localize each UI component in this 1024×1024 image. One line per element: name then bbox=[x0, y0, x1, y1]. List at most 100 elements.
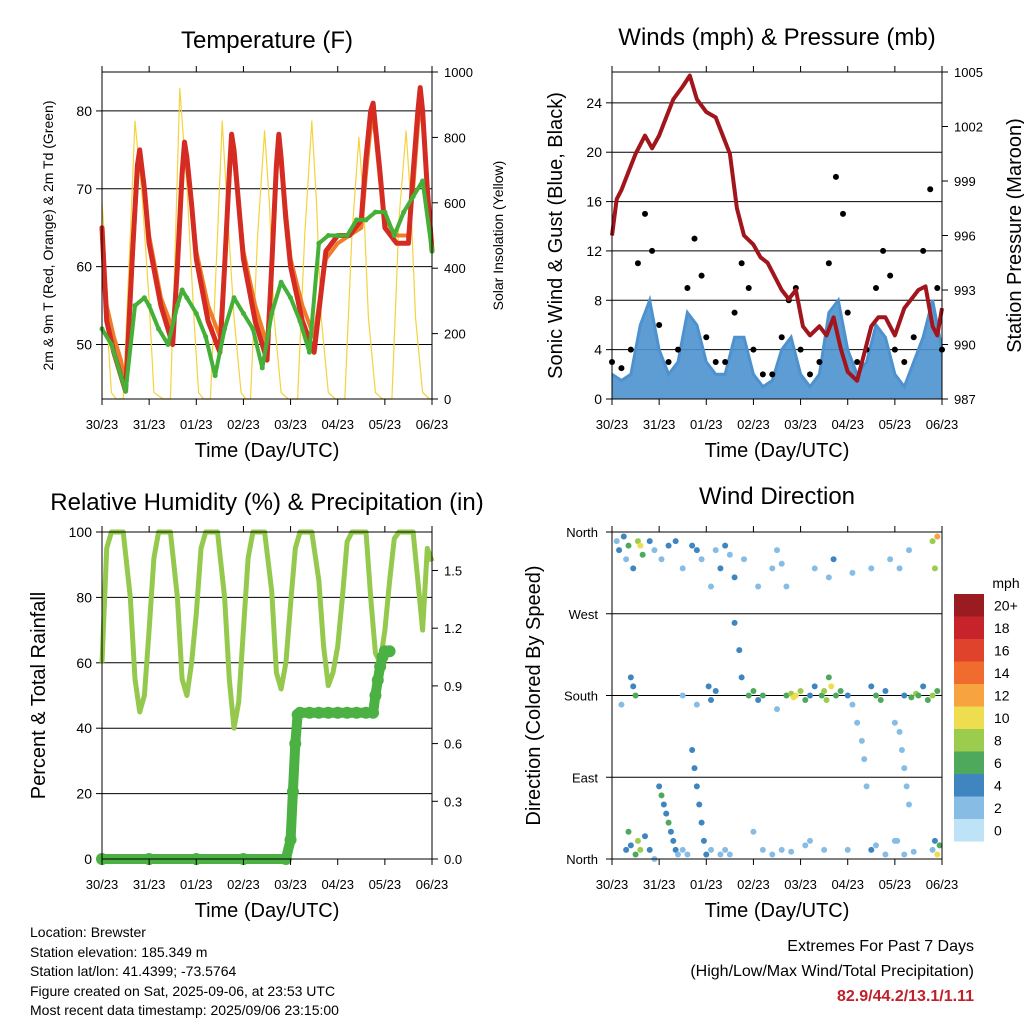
direction-point bbox=[802, 697, 809, 704]
direction-point bbox=[891, 837, 898, 844]
x-tick-label: 06/23 bbox=[416, 877, 449, 892]
direction-point bbox=[896, 728, 903, 735]
direction-point bbox=[712, 687, 719, 694]
precip-point bbox=[371, 674, 384, 687]
direction-point bbox=[637, 846, 644, 853]
direction-point bbox=[646, 538, 653, 545]
colorbar-label: 16 bbox=[994, 642, 1010, 658]
y-tick-label: 20 bbox=[586, 144, 602, 160]
direction-point bbox=[861, 756, 868, 763]
gust-point bbox=[618, 365, 625, 372]
y2-tick-label: 800 bbox=[444, 130, 466, 145]
direction-point bbox=[854, 719, 861, 726]
plot-frame bbox=[101, 531, 433, 860]
direction-point bbox=[627, 674, 634, 681]
direction-point bbox=[642, 833, 648, 840]
direction-point bbox=[920, 683, 927, 690]
precip-point bbox=[341, 706, 354, 719]
y2-tick-label: 0.3 bbox=[444, 794, 462, 809]
y2-tick-label: 1.2 bbox=[444, 621, 462, 636]
dewpoint-point bbox=[179, 287, 185, 293]
x-tick-label: 30/23 bbox=[596, 877, 629, 892]
direction-point bbox=[832, 692, 839, 699]
y-axis-label: Direction (Colored By Speed) bbox=[523, 565, 545, 825]
direction-point bbox=[901, 851, 908, 858]
gust-point bbox=[816, 358, 823, 365]
dewpoint-point bbox=[259, 365, 265, 371]
y2-tick-label: 0.6 bbox=[444, 737, 462, 752]
gust-point bbox=[691, 235, 698, 242]
direction-point bbox=[705, 683, 712, 690]
x-tick-label: 04/23 bbox=[321, 877, 354, 892]
elevation-text: Station elevation: 185.349 m bbox=[30, 943, 208, 960]
colorbar-label: 20+ bbox=[994, 597, 1018, 613]
colorbar-label: 14 bbox=[994, 665, 1010, 681]
precip-point bbox=[367, 706, 380, 719]
direction-point bbox=[637, 542, 644, 549]
y2-tick-label: 400 bbox=[444, 261, 466, 276]
direction-point bbox=[901, 692, 908, 699]
x-tick-label: 05/23 bbox=[369, 877, 402, 892]
direction-point bbox=[934, 687, 941, 694]
dewpoint-point bbox=[193, 310, 199, 316]
x-tick-label: 30/23 bbox=[86, 877, 119, 892]
gust-point bbox=[722, 358, 729, 365]
direction-point bbox=[924, 697, 931, 704]
y2-tick-label: 993 bbox=[954, 283, 976, 298]
gust-point bbox=[825, 260, 832, 267]
dewpoint-point bbox=[141, 295, 147, 301]
x-tick-label: 01/23 bbox=[180, 417, 213, 432]
created-text: Figure created on Sat, 2025-09-06, at 23… bbox=[30, 982, 336, 999]
gust-point bbox=[854, 358, 861, 365]
colorbar-swatch bbox=[954, 774, 984, 797]
direction-point bbox=[708, 697, 714, 704]
direction-point bbox=[722, 846, 729, 853]
precip-point bbox=[312, 706, 325, 719]
gust-point bbox=[844, 309, 851, 316]
direction-point bbox=[750, 828, 757, 835]
direction-point bbox=[698, 556, 705, 563]
direction-point bbox=[667, 828, 674, 835]
y-tick-label: 40 bbox=[76, 720, 92, 736]
direction-point bbox=[625, 542, 632, 549]
dewpoint-point bbox=[222, 326, 228, 332]
direction-point bbox=[825, 674, 832, 681]
gust-point bbox=[934, 284, 941, 291]
direction-point bbox=[675, 851, 681, 858]
direction-point bbox=[915, 692, 922, 699]
colorbar-swatch bbox=[954, 706, 984, 729]
x-tick-label: 03/23 bbox=[274, 417, 307, 432]
direction-point bbox=[858, 737, 865, 744]
y-tick-label: 8 bbox=[594, 292, 602, 308]
y-tick-label: North bbox=[566, 852, 598, 867]
direction-point bbox=[811, 565, 818, 572]
direction-point bbox=[672, 846, 679, 853]
direction-point bbox=[616, 547, 623, 554]
dewpoint-point bbox=[391, 233, 397, 238]
dewpoint-point bbox=[354, 217, 360, 223]
y-tick-label: 0 bbox=[594, 391, 602, 407]
direction-point bbox=[693, 783, 700, 790]
precip-point bbox=[331, 706, 344, 719]
wind-direction-chart: North East South West North Wind Direction Tim… bbox=[523, 483, 1020, 922]
direction-point bbox=[934, 533, 941, 540]
precip-point bbox=[322, 706, 335, 719]
gust-point bbox=[910, 334, 917, 341]
y-tick-label: 70 bbox=[76, 181, 92, 197]
direction-point bbox=[807, 692, 813, 699]
dewpoint-point bbox=[184, 295, 190, 301]
gust-point bbox=[731, 309, 738, 316]
gust-point bbox=[745, 284, 752, 291]
y-tick-label: 0 bbox=[84, 851, 92, 867]
dewpoint-point bbox=[325, 233, 331, 238]
x-tick-label: 04/23 bbox=[321, 417, 354, 432]
y-tick-label: 60 bbox=[76, 259, 92, 275]
direction-point bbox=[741, 556, 747, 563]
precip-point bbox=[374, 660, 387, 673]
y-axis-label: Percent & Total Rainfall bbox=[28, 592, 50, 800]
dewpoint-point bbox=[297, 318, 303, 324]
direction-point bbox=[910, 848, 917, 855]
direction-point bbox=[873, 692, 879, 699]
direction-point bbox=[931, 837, 938, 844]
x-axis-label: Time (Day/UTC) bbox=[195, 440, 340, 462]
